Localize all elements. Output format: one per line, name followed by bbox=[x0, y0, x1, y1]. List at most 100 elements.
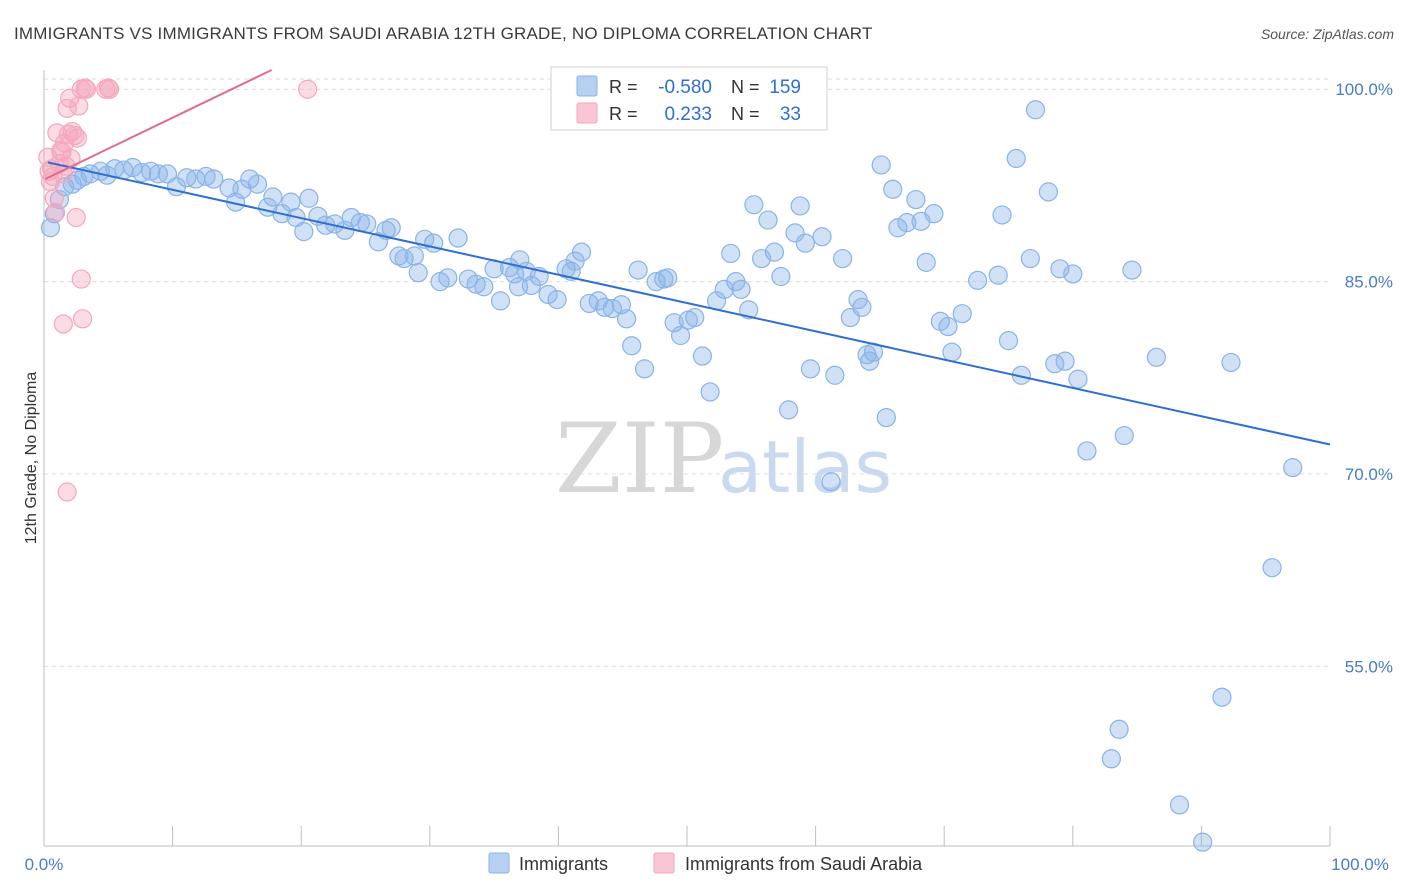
immigrants-point-52 bbox=[448, 228, 468, 248]
immigrants-point-103 bbox=[800, 359, 821, 379]
series-saudi-arabia-points bbox=[38, 78, 318, 502]
saudi-arabia-point-33 bbox=[298, 79, 318, 99]
legend-swatch-saudi-arabia bbox=[576, 102, 598, 124]
immigrants-point-121 bbox=[924, 204, 944, 224]
immigrants-point-99 bbox=[778, 400, 799, 420]
y-tick-label-3: 55.0% bbox=[1345, 657, 1393, 676]
immigrants-point-14 bbox=[141, 161, 161, 181]
legend-r-value-immigrants: -0.580 bbox=[658, 77, 712, 98]
x-tick-label-min: 0.0% bbox=[25, 855, 64, 874]
legend-n-value-saudi-arabia: 33 bbox=[780, 104, 801, 125]
immigrants-point-57 bbox=[490, 291, 511, 311]
immigrants-point-120 bbox=[916, 252, 936, 272]
saudi-arabia-point-30 bbox=[71, 269, 91, 289]
immigrants-point-76 bbox=[622, 336, 642, 356]
immigrants-point-78 bbox=[634, 359, 655, 379]
immigrants-point-43 bbox=[381, 218, 401, 238]
immigrants-point-129 bbox=[998, 331, 1019, 351]
immigrants-point-92 bbox=[731, 279, 751, 299]
legend-n-value-immigrants: 159 bbox=[769, 77, 801, 98]
immigrants-point-137 bbox=[1055, 351, 1075, 371]
saudi-arabia-point-6 bbox=[45, 202, 66, 222]
series-legend: Immigrants Immigrants from Saudi Arabia bbox=[488, 852, 923, 874]
immigrants-point-41 bbox=[368, 232, 388, 252]
y-tick-label-0: 100.0% bbox=[1335, 80, 1393, 99]
immigrants-point-79 bbox=[646, 272, 666, 292]
immigrants-point-139 bbox=[1068, 369, 1088, 389]
immigrants-point-90 bbox=[721, 243, 741, 264]
immigrants-point-94 bbox=[744, 195, 764, 215]
immigrants-point-125 bbox=[952, 304, 972, 324]
immigrants-point-126 bbox=[968, 270, 988, 290]
immigrants-point-26 bbox=[247, 174, 268, 194]
saudi-arabia-point-17 bbox=[61, 148, 81, 169]
immigrants-point-117 bbox=[897, 213, 917, 233]
immigrants-point-65 bbox=[547, 289, 567, 310]
immigrants-point-74 bbox=[611, 295, 632, 315]
x-tick-marks bbox=[43, 826, 1331, 846]
chart-source: Source: ZipAtlas.com bbox=[1261, 26, 1394, 42]
immigrants-point-75 bbox=[616, 309, 637, 329]
immigrants-point-105 bbox=[821, 472, 841, 492]
legend-swatch-immigrants bbox=[576, 75, 598, 97]
immigrants-point-24 bbox=[232, 179, 252, 199]
trend-line-immigrants bbox=[47, 161, 1331, 446]
saudi-arabia-point-28 bbox=[99, 79, 120, 99]
legend-n-label-saudi-arabia: N = bbox=[731, 104, 760, 124]
immigrants-point-98 bbox=[771, 266, 791, 287]
chart-title: IMMIGRANTS VS IMMIGRANTS FROM SAUDI ARAB… bbox=[14, 24, 873, 43]
trend-line-saudi-arabia bbox=[44, 69, 273, 180]
immigrants-point-148 bbox=[1212, 687, 1232, 707]
immigrants-point-123 bbox=[938, 316, 958, 337]
immigrants-point-141 bbox=[1101, 749, 1121, 769]
immigrants-point-145 bbox=[1146, 347, 1166, 367]
immigrants-point-150 bbox=[1262, 558, 1282, 578]
watermark-zip: ZIP bbox=[555, 403, 724, 515]
immigrants-point-55 bbox=[474, 277, 494, 297]
immigrants-point-69 bbox=[571, 242, 592, 262]
x-tick-label-max: 100.0% bbox=[1331, 855, 1389, 874]
immigrants-point-115 bbox=[883, 179, 903, 199]
immigrants-point-30 bbox=[281, 192, 301, 212]
saudi-arabia-point-21 bbox=[67, 128, 88, 148]
immigrants-point-86 bbox=[692, 346, 713, 366]
immigrants-point-101 bbox=[790, 196, 810, 216]
immigrants-point-116 bbox=[888, 218, 908, 238]
legend-n-label-immigrants: N = bbox=[731, 77, 760, 97]
immigrants-point-134 bbox=[1038, 182, 1058, 202]
immigrants-point-83 bbox=[670, 325, 691, 346]
immigrants-point-97 bbox=[764, 242, 785, 262]
immigrants-point-104 bbox=[812, 227, 832, 247]
saudi-arabia-point-32 bbox=[57, 482, 77, 502]
legend-r-label-saudi-arabia: R = bbox=[609, 104, 638, 124]
immigrants-point-114 bbox=[876, 407, 896, 428]
immigrants-point-136 bbox=[1050, 259, 1070, 279]
immigrants-point-12 bbox=[123, 157, 143, 178]
bottom-legend-label-immigrants: Immigrants bbox=[519, 854, 608, 874]
immigrants-point-118 bbox=[906, 189, 926, 210]
y-tick-label-2: 70.0% bbox=[1345, 465, 1393, 484]
immigrants-point-146 bbox=[1169, 795, 1190, 815]
immigrants-point-54 bbox=[466, 274, 486, 294]
immigrants-point-87 bbox=[700, 382, 720, 402]
immigrants-point-81 bbox=[658, 268, 678, 288]
immigrants-point-100 bbox=[785, 223, 805, 243]
immigrants-point-89 bbox=[714, 279, 734, 299]
stats-legend: R = -0.580 N = 159 R = 0.233 N = 33 bbox=[550, 66, 828, 131]
immigrants-point-133 bbox=[1025, 100, 1046, 120]
saudi-arabia-point-29 bbox=[53, 314, 73, 334]
immigrants-point-138 bbox=[1063, 264, 1083, 284]
watermark: ZIP atlas bbox=[555, 403, 892, 515]
immigrants-point-96 bbox=[758, 210, 778, 230]
legend-r-label-immigrants: R = bbox=[609, 77, 638, 97]
immigrants-point-77 bbox=[628, 260, 648, 280]
immigrants-point-113 bbox=[871, 155, 891, 175]
saudi-arabia-point-20 bbox=[66, 207, 86, 228]
bottom-legend-label-saudi-arabia: Immigrants from Saudi Arabia bbox=[685, 854, 923, 874]
immigrants-point-33 bbox=[299, 188, 319, 208]
legend-r-value-saudi-arabia: 0.233 bbox=[664, 104, 712, 125]
immigrants-point-144 bbox=[1122, 260, 1142, 280]
immigrants-point-72 bbox=[595, 297, 615, 317]
immigrants-point-32 bbox=[294, 222, 314, 242]
y-tick-label-1: 85.0% bbox=[1345, 273, 1393, 292]
